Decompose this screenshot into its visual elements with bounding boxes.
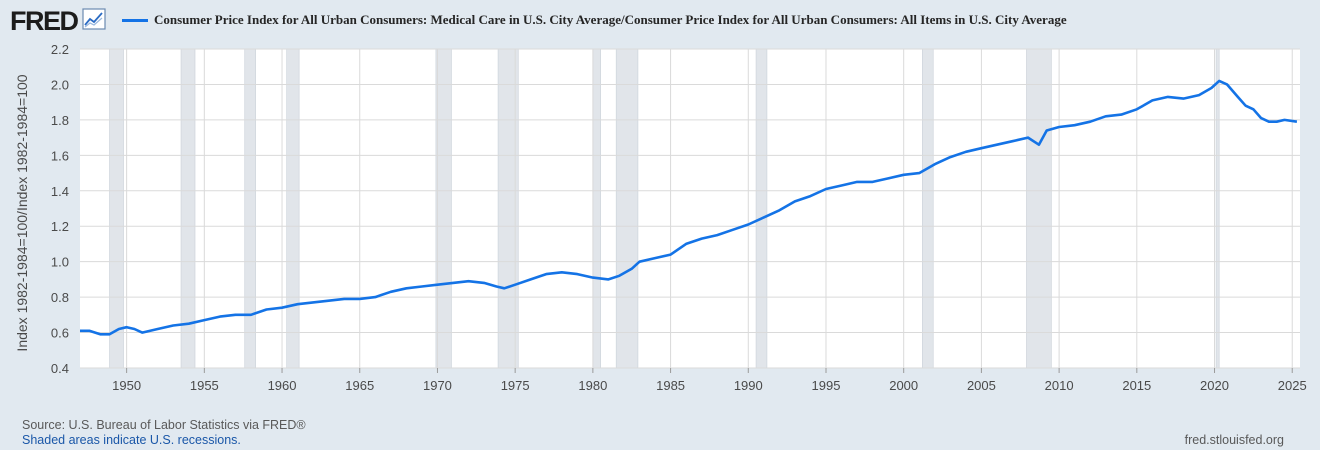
x-tick-label: 2025 (1278, 378, 1307, 393)
y-tick-label: 1.0 (51, 255, 69, 270)
recession-band (286, 48, 300, 369)
chart-line-icon (81, 7, 106, 35)
x-tick-label: 1965 (345, 378, 374, 393)
x-tick-label: 1985 (656, 378, 685, 393)
legend-series-label: Consumer Price Index for All Urban Consu… (154, 12, 1067, 27)
y-tick-label: 1.8 (51, 113, 69, 128)
x-tick-label: 2005 (967, 378, 996, 393)
recession-band (435, 48, 452, 369)
y-axis-ticks: 0.4 0.6 0.8 1.0 1.2 1.4 1.6 1.8 2.0 2.2 (51, 42, 69, 376)
recession-band (615, 48, 639, 369)
y-tick-label: 0.8 (51, 290, 69, 305)
x-tick-label: 2015 (1122, 378, 1151, 393)
recession-band (244, 48, 256, 369)
x-tick-label: 2000 (889, 378, 918, 393)
legend-swatch (122, 18, 148, 22)
y-axis-label: Index 1982-1984=100/Index 1982-1984=100 (14, 74, 30, 351)
x-tick-label: 1995 (812, 378, 841, 393)
series-line (80, 79, 1298, 336)
x-tick-label: 1970 (423, 378, 452, 393)
x-tick-label: 1980 (578, 378, 607, 393)
x-tick-label: 1950 (112, 378, 141, 393)
fred-logo[interactable]: FRED (10, 6, 106, 36)
recession-band (922, 48, 934, 369)
y-tick-label: 1.2 (51, 219, 69, 234)
source-note: Source: U.S. Bureau of Labor Statistics … (22, 418, 306, 432)
y-tick-label: 2.2 (51, 42, 69, 57)
recession-band (180, 48, 196, 369)
recession-band (109, 48, 124, 369)
recession-band (592, 48, 601, 369)
x-tick-label: 2010 (1045, 378, 1074, 393)
x-axis-ticks: 1950 1955 1960 1965 1970 1975 1980 1985 1990 1995… (112, 368, 1307, 393)
fred-logo-text: FRED (10, 6, 79, 36)
recession-note[interactable]: Shaded areas indicate U.S. recessions. (22, 433, 241, 447)
series-layer (80, 79, 1298, 336)
x-tick-label: 1975 (501, 378, 530, 393)
y-tick-label: 0.4 (51, 361, 69, 376)
recession-band (1215, 48, 1220, 369)
fred-site-link[interactable]: fred.stlouisfed.org (1184, 433, 1284, 447)
x-tick-label: 1955 (190, 378, 219, 393)
x-tick-label: 2020 (1200, 378, 1229, 393)
y-tick-label: 1.4 (51, 184, 69, 199)
chart-legend: Consumer Price Index for All Urban Consu… (122, 12, 1067, 28)
grid-lines (80, 48, 1300, 369)
y-tick-label: 0.6 (51, 326, 69, 341)
y-tick-label: 1.6 (51, 148, 69, 163)
recession-band (755, 48, 768, 369)
x-tick-label: 1990 (734, 378, 763, 393)
x-tick-label: 1960 (268, 378, 297, 393)
y-tick-label: 2.0 (51, 77, 69, 92)
plot-area (80, 49, 1300, 368)
recession-band (1026, 48, 1052, 369)
